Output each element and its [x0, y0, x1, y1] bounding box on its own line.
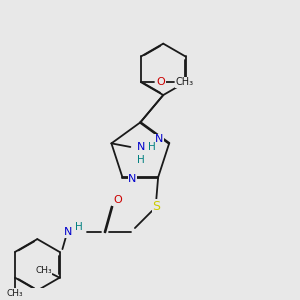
Text: H: H [137, 155, 145, 165]
Text: H: H [148, 142, 156, 152]
Text: N: N [64, 227, 73, 237]
Text: S: S [152, 200, 160, 213]
Text: CH₃: CH₃ [7, 289, 23, 298]
Text: CH₃: CH₃ [176, 77, 194, 87]
Text: O: O [156, 77, 165, 87]
Text: CH₃: CH₃ [35, 266, 52, 275]
Text: N: N [137, 142, 145, 152]
Text: H: H [75, 222, 83, 232]
Text: N: N [128, 174, 136, 184]
Text: N: N [155, 134, 163, 144]
Text: O: O [113, 195, 122, 205]
